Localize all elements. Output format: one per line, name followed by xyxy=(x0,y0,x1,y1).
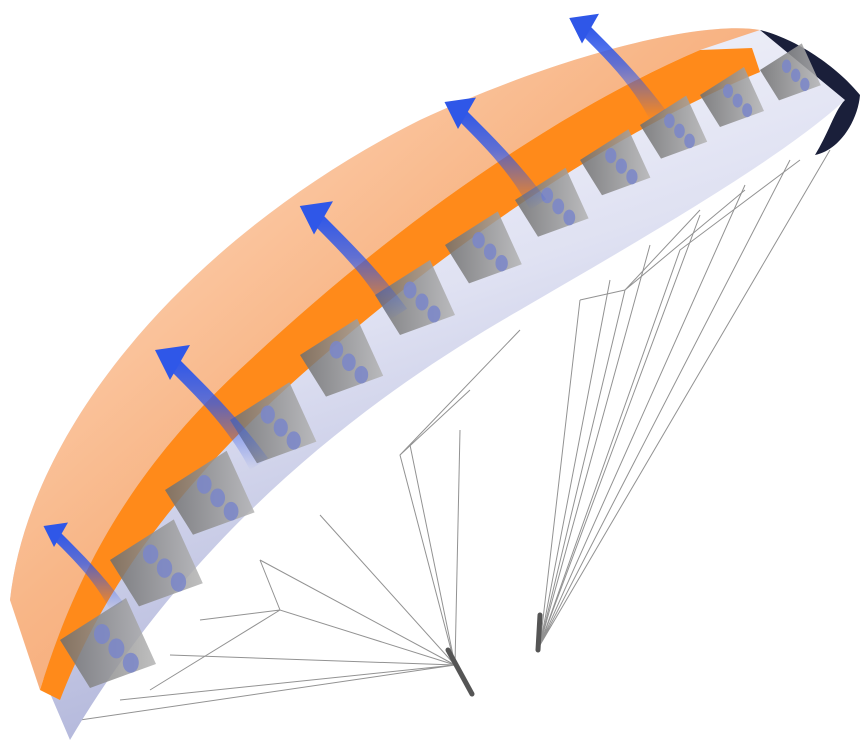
rib-hole xyxy=(354,365,369,384)
rib-hole xyxy=(156,558,173,578)
rib-hole xyxy=(674,123,685,139)
rib-hole xyxy=(286,431,301,450)
rib-hole xyxy=(415,293,429,311)
rib-hole xyxy=(196,475,212,494)
rib-hole xyxy=(781,59,792,73)
rib-hole xyxy=(800,77,810,92)
rib-hole xyxy=(723,84,733,98)
rib-hole xyxy=(605,148,617,164)
rib-hole xyxy=(223,501,239,521)
airflow-arrows xyxy=(43,13,666,610)
rib-hole xyxy=(626,169,638,185)
risers xyxy=(445,612,543,697)
rib-hole xyxy=(142,544,159,564)
rib-hole xyxy=(684,133,695,149)
rib-hole xyxy=(210,488,226,508)
airflow-arrow xyxy=(444,97,547,210)
rib-hole xyxy=(563,209,576,226)
ribs xyxy=(60,43,821,688)
airflow-arrow xyxy=(299,201,408,320)
rib-hole xyxy=(170,572,187,592)
rib-hole xyxy=(732,93,743,108)
rib-hole xyxy=(427,305,441,323)
rib-hole xyxy=(273,418,288,437)
rib-hole xyxy=(342,353,356,372)
rib-hole xyxy=(495,255,508,272)
rib-hole xyxy=(552,198,565,215)
airflow-arrow xyxy=(569,13,666,120)
rib-hole xyxy=(403,281,417,299)
airflow-arrow xyxy=(155,345,268,470)
rib-hole xyxy=(260,405,275,424)
rib-hole xyxy=(329,341,344,359)
rib-hole xyxy=(94,624,110,644)
rib-hole xyxy=(615,158,627,174)
rib-hole xyxy=(122,652,139,673)
airflow-arrow xyxy=(43,522,123,610)
rib-hole xyxy=(108,638,125,659)
trailing-edge xyxy=(760,30,860,155)
rib-hole xyxy=(664,113,675,129)
rib-hole xyxy=(472,232,485,249)
canopy-bottom-surface xyxy=(10,28,845,741)
rib-hole xyxy=(483,243,497,260)
suspension-lines xyxy=(79,149,831,721)
rib-hole xyxy=(742,103,753,118)
rib-hole xyxy=(791,68,801,83)
